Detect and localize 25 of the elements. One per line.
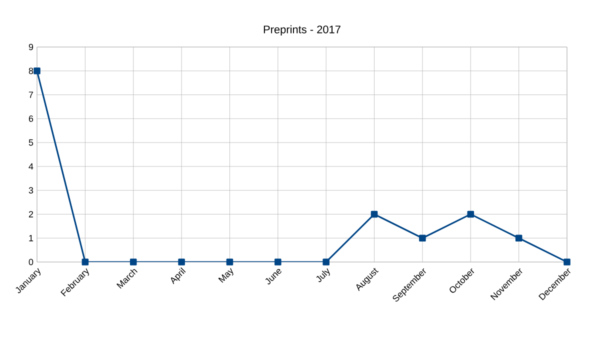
point: [370, 210, 378, 218]
x-tick-label: July: [316, 268, 330, 282]
y-tick-label: 8: [28, 68, 34, 74]
y-tick-label: 1: [29, 235, 34, 242]
point: [226, 258, 234, 266]
y-tick-label: 0: [28, 258, 34, 266]
y-tick-label: 9: [28, 44, 34, 50]
point: [515, 234, 522, 242]
point: [322, 258, 330, 266]
y-tick-label: 4: [28, 163, 34, 170]
point: [130, 258, 137, 266]
point: [274, 258, 282, 266]
y-tick-label: 7: [28, 92, 34, 98]
point: [564, 258, 570, 266]
x-tick-label: May: [218, 268, 234, 283]
y-tick-label: 5: [28, 139, 34, 146]
y-tick-label: 2: [28, 211, 34, 218]
chart-title: Preprints - 2017: [264, 25, 340, 36]
point: [419, 234, 426, 242]
point: [82, 258, 89, 266]
point: [34, 68, 40, 74]
y-tick-label: 6: [28, 115, 34, 122]
point: [178, 258, 185, 266]
y-tick-label: 3: [28, 187, 34, 194]
point: [467, 210, 474, 218]
